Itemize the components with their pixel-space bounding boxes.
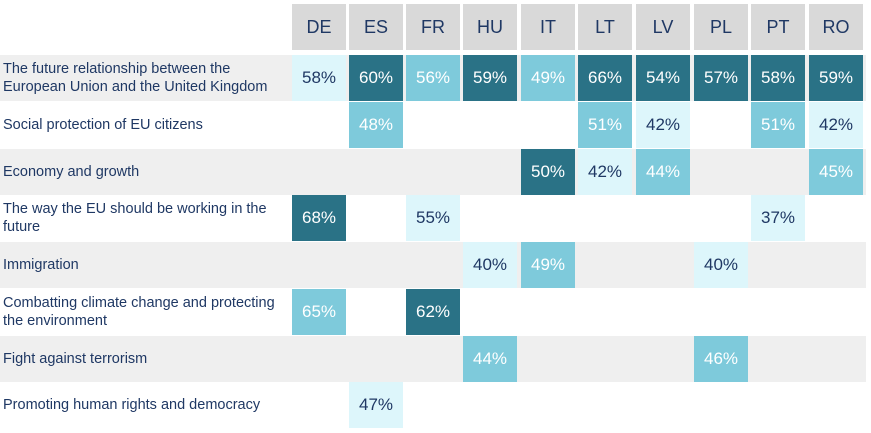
value-cell-lv: 42% [636, 102, 690, 148]
column-header-de: DE [292, 4, 346, 50]
row-label: Immigration [3, 257, 79, 273]
row-label: Social protection of EU citizens [3, 117, 203, 133]
row-band [0, 149, 866, 195]
column-header-pl: PL [694, 4, 748, 50]
value-cell-hu: 59% [463, 55, 517, 101]
row-label: Combatting climate change and protecting… [3, 295, 275, 329]
value-cell-fr: 55% [406, 195, 460, 241]
value-cell-pl: 46% [694, 336, 748, 382]
column-header-lt: LT [578, 4, 632, 50]
value-cell-lv: 44% [636, 149, 690, 195]
value-cell-fr: 56% [406, 55, 460, 101]
column-header-hu: HU [463, 4, 517, 50]
value-cell-pt: 37% [751, 195, 805, 241]
column-header-pt: PT [751, 4, 805, 50]
column-header-es: ES [349, 4, 403, 50]
row-label: Promoting human rights and democracy [3, 397, 261, 413]
value-cell-pl: 40% [694, 242, 748, 288]
value-cell-lt: 42% [578, 149, 632, 195]
value-cell-it: 49% [521, 55, 575, 101]
value-cell-de: 65% [292, 289, 346, 335]
column-header-fr: FR [406, 4, 460, 50]
value-cell-ro: 42% [809, 102, 863, 148]
value-cell-pt: 58% [751, 55, 805, 101]
value-cell-it: 49% [521, 242, 575, 288]
row-label: Fight against terrorism [3, 351, 148, 367]
value-cell-it: 50% [521, 149, 575, 195]
value-cell-es: 60% [349, 55, 403, 101]
value-cell-lv: 54% [636, 55, 690, 101]
value-cell-hu: 44% [463, 336, 517, 382]
value-cell-pt: 51% [751, 102, 805, 148]
row-label: The way the EU should be working in the … [3, 201, 267, 235]
column-header-lv: LV [636, 4, 690, 50]
value-cell-lt: 51% [578, 102, 632, 148]
value-cell-pl: 57% [694, 55, 748, 101]
value-cell-hu: 40% [463, 242, 517, 288]
column-header-it: IT [521, 4, 575, 50]
column-header-ro: RO [809, 4, 863, 50]
row-label: Economy and growth [3, 164, 140, 180]
value-cell-ro: 45% [809, 149, 863, 195]
row-label: The future relationship between the Euro… [3, 61, 268, 95]
value-cell-es: 48% [349, 102, 403, 148]
value-cell-fr: 62% [406, 289, 460, 335]
value-cell-ro: 59% [809, 55, 863, 101]
value-cell-de: 68% [292, 195, 346, 241]
value-cell-es: 47% [349, 382, 403, 428]
value-cell-lt: 66% [578, 55, 632, 101]
value-cell-de: 58% [292, 55, 346, 101]
